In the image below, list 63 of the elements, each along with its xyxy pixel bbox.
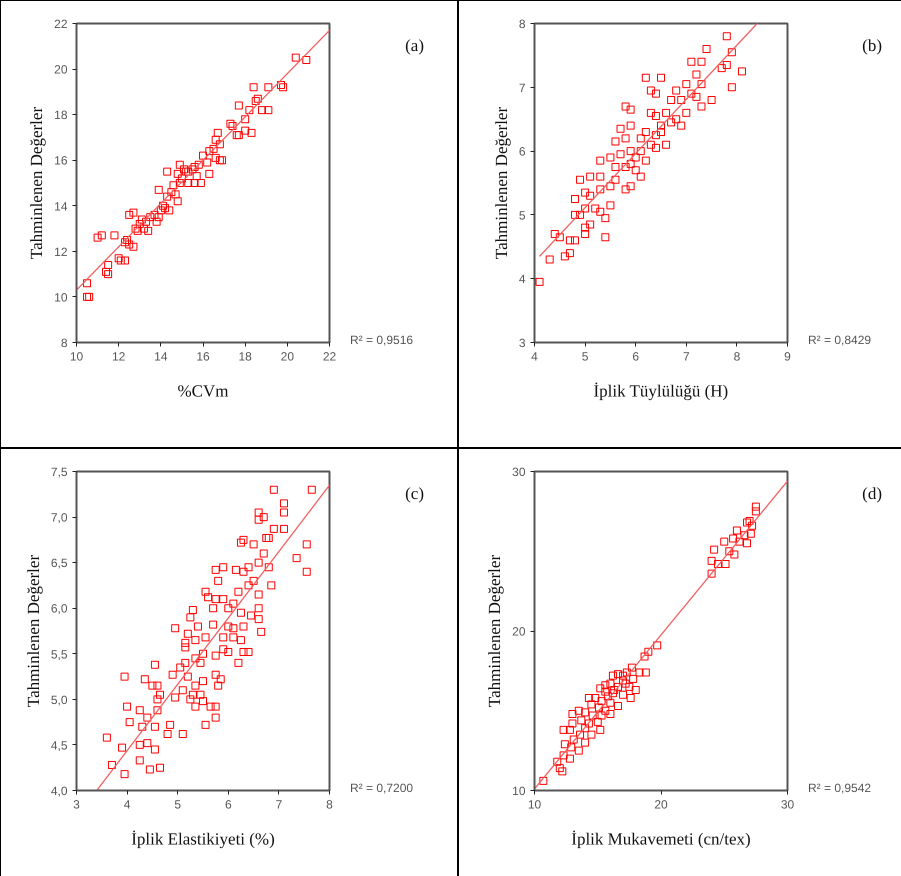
y-tick-label: 14 xyxy=(54,199,68,214)
y-tick-label: 6,0 xyxy=(50,602,68,616)
text: R² = 0,8429 xyxy=(808,332,872,349)
y-axis-title: Tahminlenen Değerler xyxy=(27,106,46,260)
y-tick-label: 20 xyxy=(54,62,68,77)
y-axis-title: Tahminlenen Değerler xyxy=(492,106,511,260)
x-tick-label: 8 xyxy=(734,350,741,364)
y-tick-label: 5,5 xyxy=(50,647,68,662)
y-tick-label: 7,0 xyxy=(50,510,68,525)
y-tick-label: 6 xyxy=(518,144,526,159)
y-tick-label: 6,5 xyxy=(50,556,68,570)
y-tick-label: 8 xyxy=(60,336,68,350)
x-axis-title: İplik Mukavemeti (cn/tex) xyxy=(571,830,751,848)
y-tick-label: 4 xyxy=(518,272,526,286)
text: (d) xyxy=(862,483,882,505)
text: R² = 0,9516 xyxy=(350,332,414,349)
x-tick-label: 10 xyxy=(70,350,84,364)
y-tick-label: 30 xyxy=(512,465,526,479)
y-tick-label: 16 xyxy=(54,154,68,168)
y-tick-label: 3 xyxy=(518,336,526,350)
y-tick-label: 5 xyxy=(518,208,526,222)
y-tick-label: 10 xyxy=(512,784,526,798)
x-tick-label: 20 xyxy=(654,798,668,812)
x-tick-label: 18 xyxy=(238,350,252,364)
text: (c) xyxy=(405,483,424,505)
x-tick-label: 6 xyxy=(632,350,640,364)
x-tick-label: 5 xyxy=(174,798,182,812)
x-tick-label: 9 xyxy=(784,350,792,364)
x-tick-label: 5 xyxy=(582,350,589,364)
y-tick-label: 5,0 xyxy=(50,692,68,707)
x-axis-title: İplik Elastikiyeti (%) xyxy=(131,830,275,848)
text: R² = 0,9542 xyxy=(808,780,872,797)
x-tick-label: 7 xyxy=(682,350,690,364)
y-axis-title: Tahminlenen Değerler xyxy=(485,554,504,708)
x-tick-label: 20 xyxy=(280,350,294,364)
y-tick-label: 22 xyxy=(54,17,68,31)
x-tick-label: 4 xyxy=(124,798,131,812)
x-tick-label: 10 xyxy=(528,798,542,812)
text: R² = 0,7200 xyxy=(350,780,414,797)
y-tick-label: 10 xyxy=(54,290,68,304)
x-tick-label: 12 xyxy=(112,350,126,364)
x-tick-label: 16 xyxy=(196,350,210,364)
x-tick-label: 4 xyxy=(531,350,538,364)
x-tick-label: 6 xyxy=(224,798,232,812)
y-tick-label: 8 xyxy=(518,17,526,31)
y-tick-label: 4,0 xyxy=(50,784,68,798)
y-tick-label: 4,5 xyxy=(50,738,68,752)
y-axis-title: Tahminlenen Değerler xyxy=(24,554,43,708)
y-tick-label: 7 xyxy=(518,80,526,95)
x-tick-label: 7 xyxy=(276,798,283,812)
y-tick-label: 18 xyxy=(54,108,68,122)
x-axis-title: %CVm xyxy=(178,382,228,400)
x-tick-label: 30 xyxy=(780,798,794,812)
text: (a) xyxy=(405,35,424,57)
x-axis-title: İplik Tüylülüğü (H) xyxy=(593,382,728,400)
x-tick-label: 3 xyxy=(73,798,80,812)
x-tick-label: 14 xyxy=(154,350,168,364)
y-tick-label: 20 xyxy=(512,624,526,638)
text: (b) xyxy=(862,35,882,57)
x-tick-label: 8 xyxy=(326,798,334,812)
y-tick-label: 12 xyxy=(54,244,68,259)
x-tick-label: 22 xyxy=(322,350,336,364)
y-tick-label: 7,5 xyxy=(50,465,68,479)
